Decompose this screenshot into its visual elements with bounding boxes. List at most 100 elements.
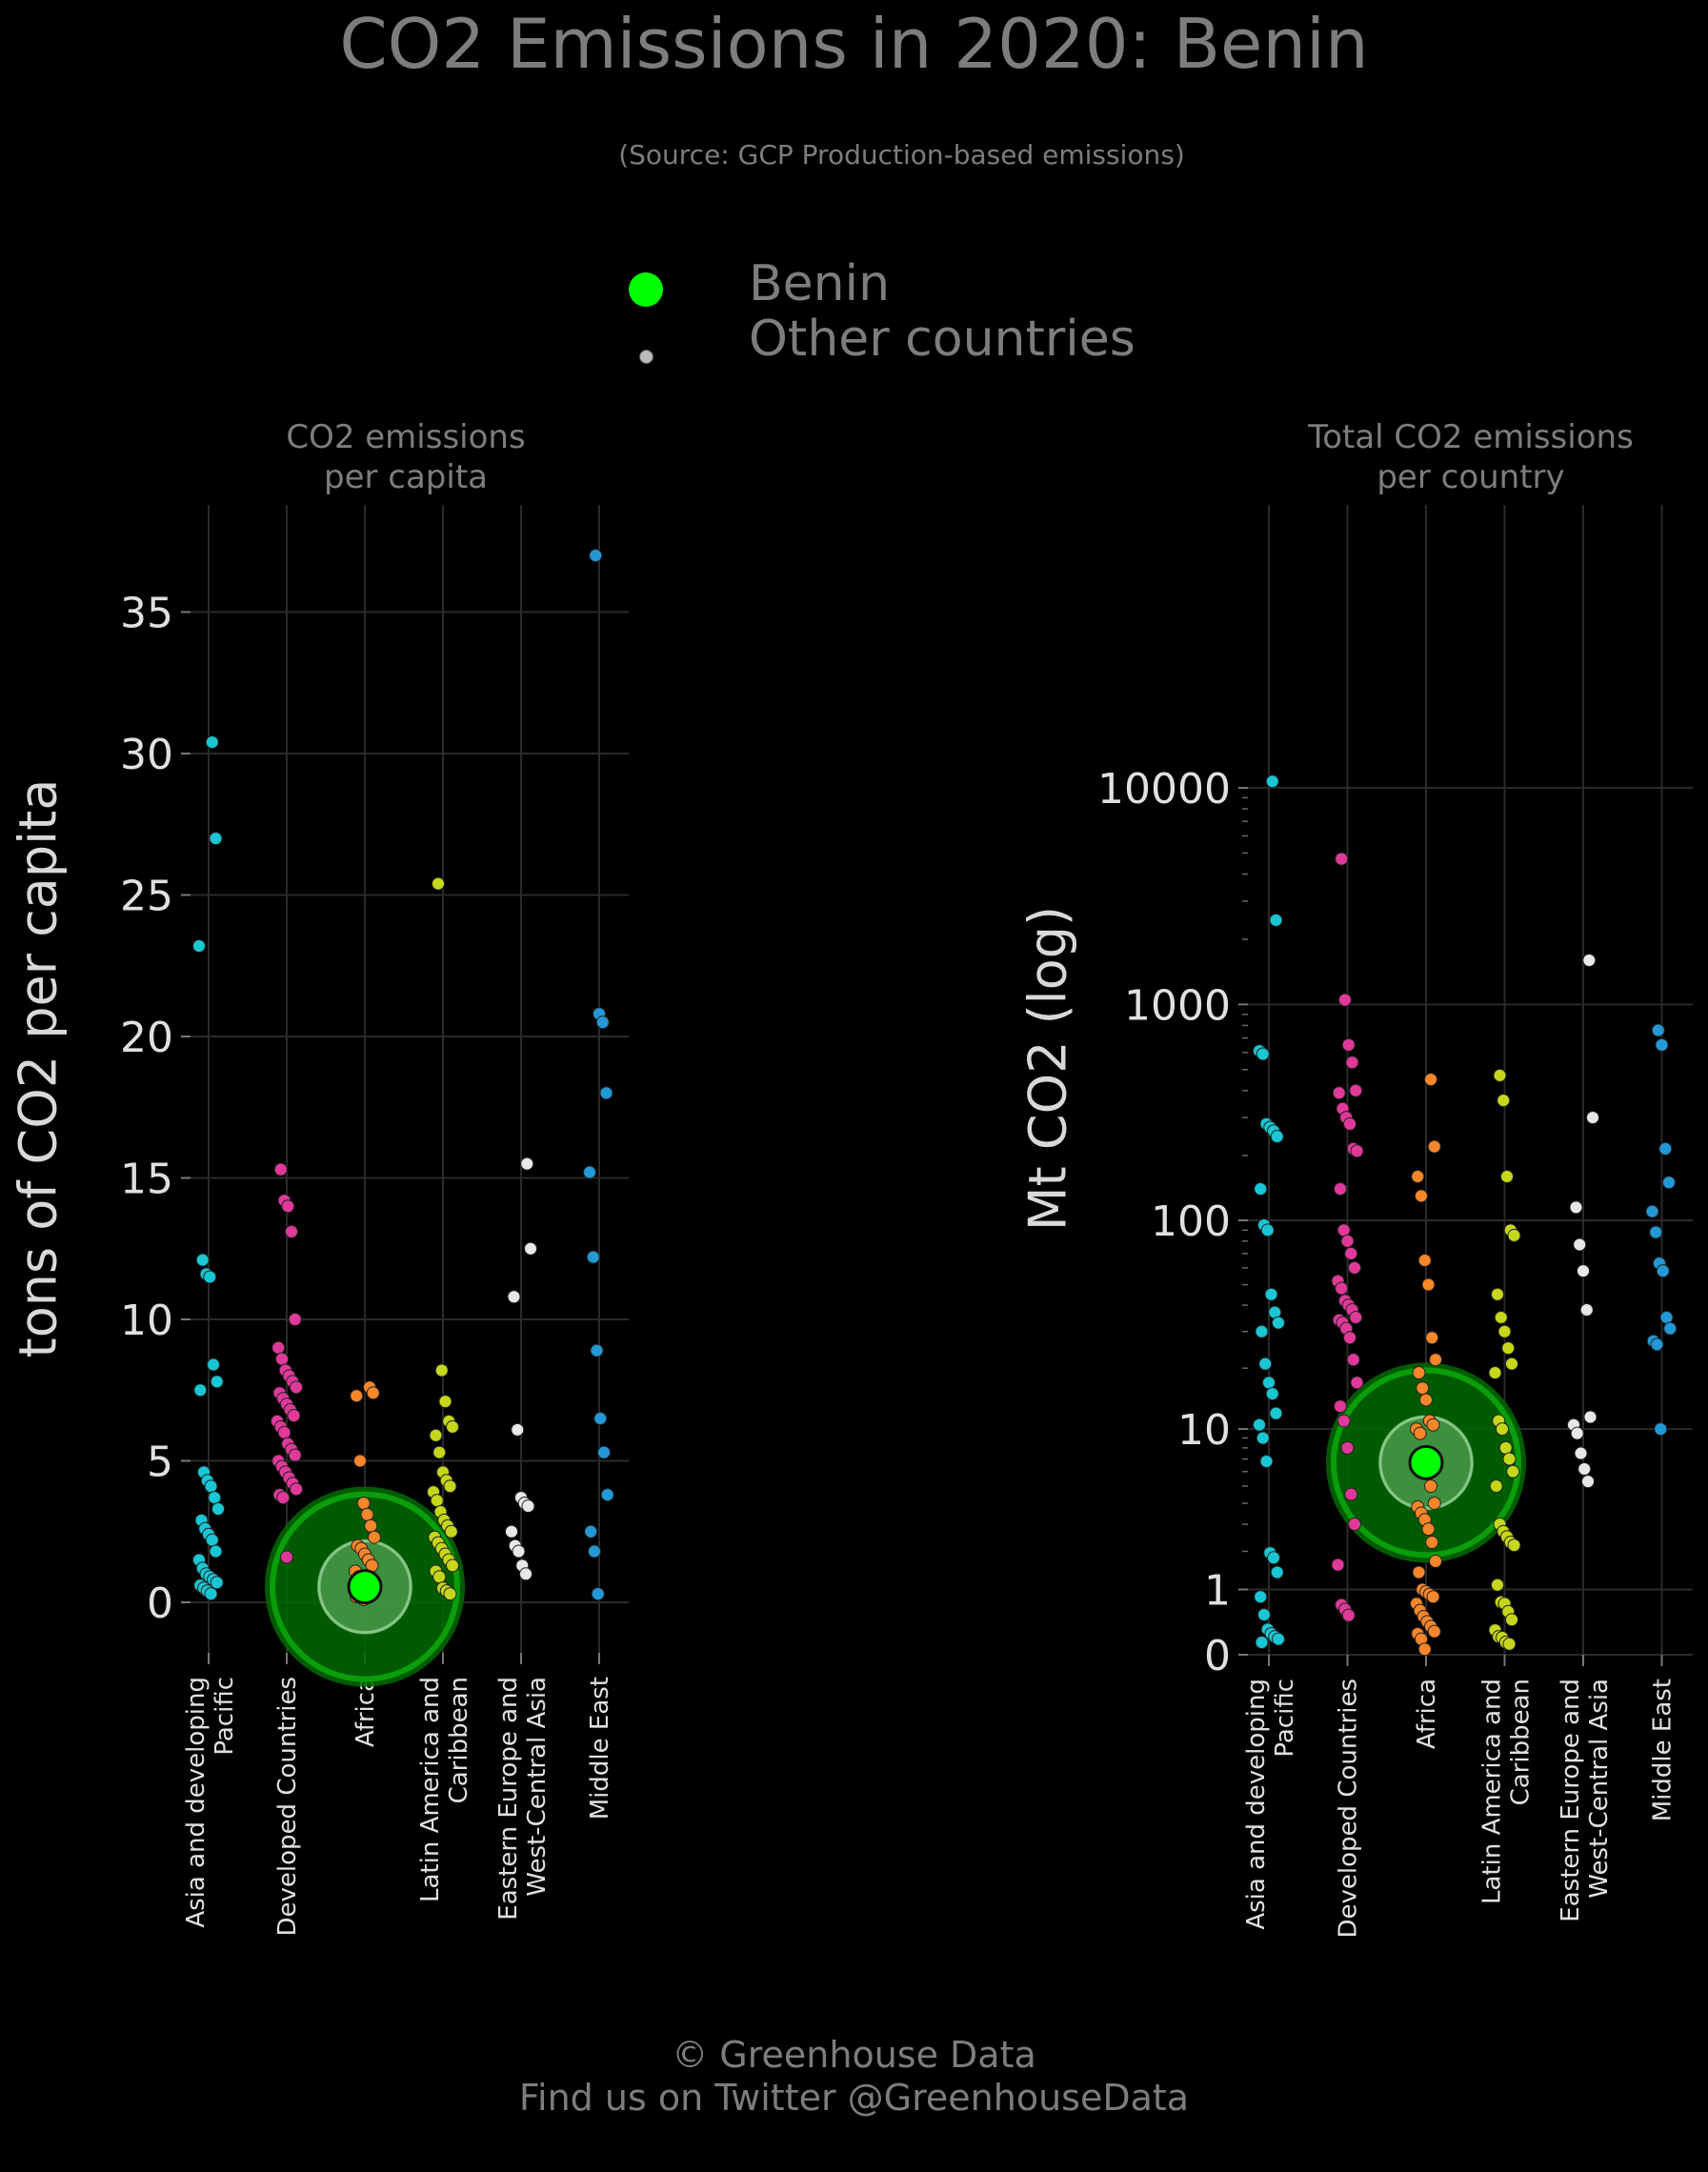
point-developed-countries-0	[1335, 852, 1349, 866]
y-tick-label-10: 10	[1177, 1406, 1231, 1455]
point-asia-and-developing-pacific-13	[211, 1501, 225, 1516]
point-latin-america-and-caribbean-21	[1507, 1538, 1521, 1553]
point-middle-east-6	[590, 1343, 604, 1358]
point-asia-and-developing-pacific-21	[1259, 1455, 1274, 1469]
point-eastern-europe-and-west-central-asia-1	[524, 1241, 537, 1256]
point-middle-east-4	[583, 1165, 596, 1179]
point-middle-east-10	[584, 1524, 598, 1538]
point-middle-east-0	[1651, 1023, 1665, 1037]
y-tick-label-10000: 10000	[1097, 765, 1231, 814]
point-eastern-europe-and-west-central-asia-8	[1570, 1426, 1584, 1440]
point-latin-america-and-caribbean-5	[429, 1428, 443, 1442]
point-africa-6	[364, 1518, 378, 1533]
point-africa-7	[368, 1530, 381, 1544]
point-developed-countries-0	[273, 1162, 288, 1176]
x-tick-label-latin-america-and-caribbean: Latin America andCaribbean	[1478, 1679, 1536, 1904]
x-tick-label-africa: Africa	[1413, 1679, 1441, 1749]
point-latin-america-and-caribbean-13	[1498, 1440, 1513, 1455]
point-asia-and-developing-pacific-3	[1256, 1047, 1270, 1061]
per-capita-plot: 0 5 10 15 20 25 30 35 Asia and developingPacific…	[120, 505, 629, 1936]
x-tick-label-developed-countries: Developed Countries	[1335, 1679, 1363, 1938]
point-asia-and-developing-pacific-8	[1254, 1182, 1268, 1197]
point-asia-and-developing-pacific-17	[1265, 1387, 1279, 1401]
point-asia-and-developing-pacific-12	[208, 1491, 222, 1505]
point-asia-and-developing-pacific-17	[205, 1533, 219, 1547]
point-africa-17	[1424, 1478, 1437, 1493]
point-developed-countries-17	[1335, 1281, 1349, 1296]
point-eastern-europe-and-west-central-asia-11	[519, 1567, 532, 1581]
point-latin-america-and-caribbean-16	[1489, 1478, 1503, 1493]
point-latin-america-and-caribbean-26	[1505, 1613, 1518, 1627]
point-developed-countries-25	[1343, 1331, 1356, 1345]
point-eastern-europe-and-west-central-asia-2	[1569, 1200, 1583, 1215]
point-middle-east-8	[597, 1445, 611, 1459]
point-eastern-europe-and-west-central-asia-6	[521, 1499, 535, 1514]
point-asia-and-developing-pacific-7	[1270, 1130, 1284, 1144]
point-africa-12	[1426, 1418, 1440, 1432]
point-africa-35	[1427, 1624, 1441, 1639]
point-latin-america-and-caribbean-9	[1505, 1357, 1518, 1371]
benin-halo-inner-ring	[317, 1539, 412, 1635]
point-latin-america-and-caribbean-15	[444, 1524, 458, 1538]
point-asia-and-developing-pacific-0	[1265, 774, 1279, 789]
point-africa-23	[1425, 1536, 1439, 1550]
y-tick-label-25: 25	[120, 873, 173, 921]
x-tick-label-latin-america-and-caribbean: Latin America andCaribbean	[416, 1677, 473, 1902]
point-latin-america-and-caribbean-8	[1501, 1341, 1516, 1356]
point-developed-countries-30	[1340, 1440, 1355, 1455]
point-middle-east-0	[589, 549, 603, 563]
point-middle-east-2	[1658, 1141, 1673, 1156]
point-eastern-europe-and-west-central-asia-11	[1581, 1475, 1595, 1489]
point-developed-countries-1	[1338, 993, 1352, 1007]
x-tick-label-africa: Africa	[352, 1677, 380, 1747]
point-developed-countries-27	[1350, 1376, 1364, 1390]
point-middle-east-2	[595, 1016, 610, 1030]
point-latin-america-and-caribbean-21	[446, 1559, 459, 1573]
legend-benin-marker	[629, 272, 663, 307]
point-africa-2	[350, 1389, 364, 1403]
benin-halo-ring	[270, 1491, 460, 1682]
point-latin-america-and-caribbean-12	[1496, 1422, 1509, 1437]
point-asia-and-developing-pacific-24	[1270, 1565, 1284, 1579]
point-latin-america-and-caribbean-7	[1497, 1324, 1512, 1338]
point-developed-countries-10	[1350, 1144, 1364, 1158]
point-africa-8	[1412, 1366, 1426, 1380]
point-developed-countries-5	[1332, 1086, 1346, 1100]
x-tick-label-middle-east: Middle East	[586, 1677, 614, 1820]
point-developed-countries-2	[1341, 1037, 1356, 1052]
point-asia-and-developing-pacific-23	[1267, 1551, 1280, 1565]
point-asia-and-developing-pacific-5	[203, 1270, 217, 1284]
point-latin-america-and-caribbean-26	[443, 1587, 457, 1601]
point-developed-countries-26	[1346, 1353, 1360, 1367]
x-tick-label-eastern-europe-and-west-central-asia: Eastern Europe andWest-Central Asia	[1557, 1679, 1614, 1922]
point-middle-east-9	[600, 1488, 614, 1502]
y-tick-label-100: 100	[1151, 1197, 1231, 1246]
point-middle-east-12	[591, 1587, 605, 1601]
y-tick-label-10: 10	[120, 1297, 173, 1345]
point-eastern-europe-and-west-central-asia-9	[1574, 1446, 1588, 1460]
point-africa-22	[1421, 1522, 1436, 1537]
benin-halo-ring	[1331, 1367, 1521, 1559]
point-developed-countries-15	[1348, 1260, 1361, 1275]
point-latin-america-and-caribbean-10	[1488, 1366, 1502, 1380]
point-eastern-europe-and-west-central-asia-4	[1577, 1264, 1590, 1278]
point-asia-and-developing-pacific-31	[1255, 1636, 1269, 1650]
point-developed-countries-13	[1340, 1234, 1355, 1248]
point-asia-and-developing-pacific-14	[1255, 1324, 1269, 1338]
point-developed-countries-27	[290, 1482, 303, 1497]
y-axis-label-per-capita: tons of CO2 per capita	[8, 778, 69, 1358]
point-middle-east-12	[1654, 1422, 1668, 1437]
point-africa-1	[1427, 1139, 1441, 1154]
point-eastern-europe-and-west-central-asia-2	[507, 1290, 521, 1304]
point-latin-america-and-caribbean-6	[1494, 1310, 1508, 1324]
chart-subtitle: (Source: GCP Production-based emissions)	[618, 139, 1185, 171]
point-latin-america-and-caribbean-4	[1507, 1228, 1521, 1242]
point-latin-america-and-caribbean-31	[1502, 1637, 1517, 1651]
point-developed-countries-10	[290, 1380, 303, 1395]
point-developed-countries-4	[1349, 1083, 1363, 1097]
point-middle-east-11	[1650, 1337, 1664, 1352]
point-developed-countries-11	[1334, 1182, 1347, 1197]
point-middle-east-9	[1663, 1321, 1678, 1336]
point-latin-america-and-caribbean-2	[1500, 1169, 1514, 1183]
point-eastern-europe-and-west-central-asia-3	[511, 1422, 525, 1437]
